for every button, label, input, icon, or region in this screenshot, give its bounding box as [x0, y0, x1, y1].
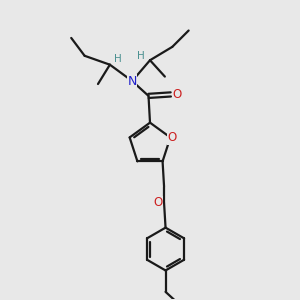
- Text: H: H: [114, 54, 122, 64]
- Text: O: O: [172, 88, 182, 101]
- Text: H: H: [137, 51, 145, 61]
- Text: O: O: [167, 131, 176, 144]
- Text: N: N: [128, 74, 137, 88]
- Text: O: O: [153, 196, 162, 209]
